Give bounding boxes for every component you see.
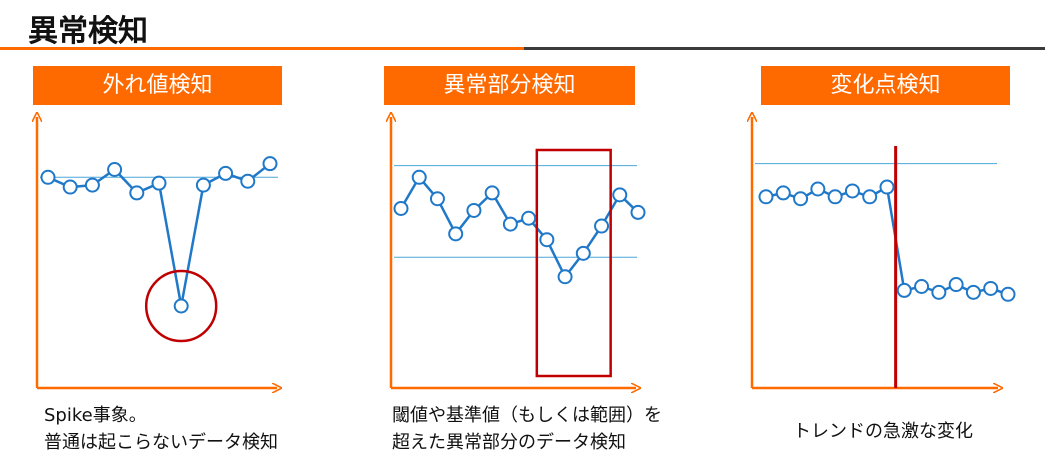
caption-range: 閾値や基準値（もしくは範囲）を 超えた異常部分のデータ検知 <box>392 402 662 456</box>
data-point-2-5 <box>844 183 860 199</box>
data-point-2-9 <box>914 279 930 294</box>
data-point-1-6 <box>502 216 518 232</box>
data-point-1-3 <box>448 226 464 242</box>
title-underline-orange <box>0 47 524 50</box>
outlier-highlight-circle <box>144 269 218 343</box>
data-point-2-8 <box>896 282 912 298</box>
data-point-1-13 <box>630 204 646 220</box>
data-point-1-1 <box>411 169 427 185</box>
data-point-2-4 <box>827 189 843 205</box>
panel-header-changepoint: 変化点検知 <box>761 66 1010 105</box>
data-point-2-11 <box>948 277 964 293</box>
data-point-2-7 <box>879 179 895 195</box>
panel-header-outlier: 外れ値検知 <box>33 66 282 105</box>
anomaly-range-rect <box>535 148 612 378</box>
caption-outlier-line-2: 普通は起こらないデータ検知 <box>44 432 278 453</box>
data-point-0-10 <box>262 156 278 172</box>
data-point-1-7 <box>521 210 537 226</box>
data-point-1-10 <box>575 245 591 261</box>
data-point-0-6 <box>173 298 189 314</box>
data-point-2-12 <box>965 284 981 300</box>
data-point-2-0 <box>758 189 774 205</box>
data-point-2-3 <box>810 181 826 197</box>
data-point-0-7 <box>195 177 211 193</box>
data-point-1-11 <box>594 218 610 234</box>
data-point-1-8 <box>539 232 555 248</box>
caption-outlier: Spike事象。 普通は起こらないデータ検知 <box>44 402 278 456</box>
title-underline-dark <box>524 47 1045 50</box>
caption-outlier-line-1: Spike事象。 <box>44 405 147 426</box>
data-point-2-13 <box>983 280 999 296</box>
data-point-0-1 <box>62 179 78 195</box>
data-point-2-14 <box>1000 286 1016 302</box>
data-point-0-3 <box>107 162 123 177</box>
data-point-1-2 <box>429 191 445 207</box>
panel-header-range: 異常部分検知 <box>384 66 635 105</box>
caption-changepoint: トレンドの急激な変化 <box>793 418 973 445</box>
data-point-0-2 <box>84 177 100 193</box>
data-point-0-5 <box>151 175 167 191</box>
data-point-0-4 <box>129 185 145 201</box>
data-point-1-5 <box>484 185 500 201</box>
data-point-2-10 <box>931 284 947 300</box>
data-point-1-12 <box>612 187 628 203</box>
data-point-2-2 <box>793 191 809 207</box>
page-title: 異常検知 <box>28 14 148 49</box>
data-point-1-0 <box>393 201 409 216</box>
caption-range-line-1: 閾値や基準値（もしくは範囲）を <box>392 405 662 426</box>
data-point-1-4 <box>466 202 482 218</box>
data-point-0-0 <box>40 169 56 185</box>
data-point-2-6 <box>862 189 878 205</box>
data-point-0-8 <box>218 165 234 181</box>
data-point-0-9 <box>240 173 256 189</box>
data-point-1-9 <box>557 269 573 285</box>
data-point-2-1 <box>775 185 791 201</box>
caption-changepoint-line-1: トレンドの急激な変化 <box>793 421 973 442</box>
caption-range-line-2: 超えた異常部分のデータ検知 <box>392 432 626 453</box>
